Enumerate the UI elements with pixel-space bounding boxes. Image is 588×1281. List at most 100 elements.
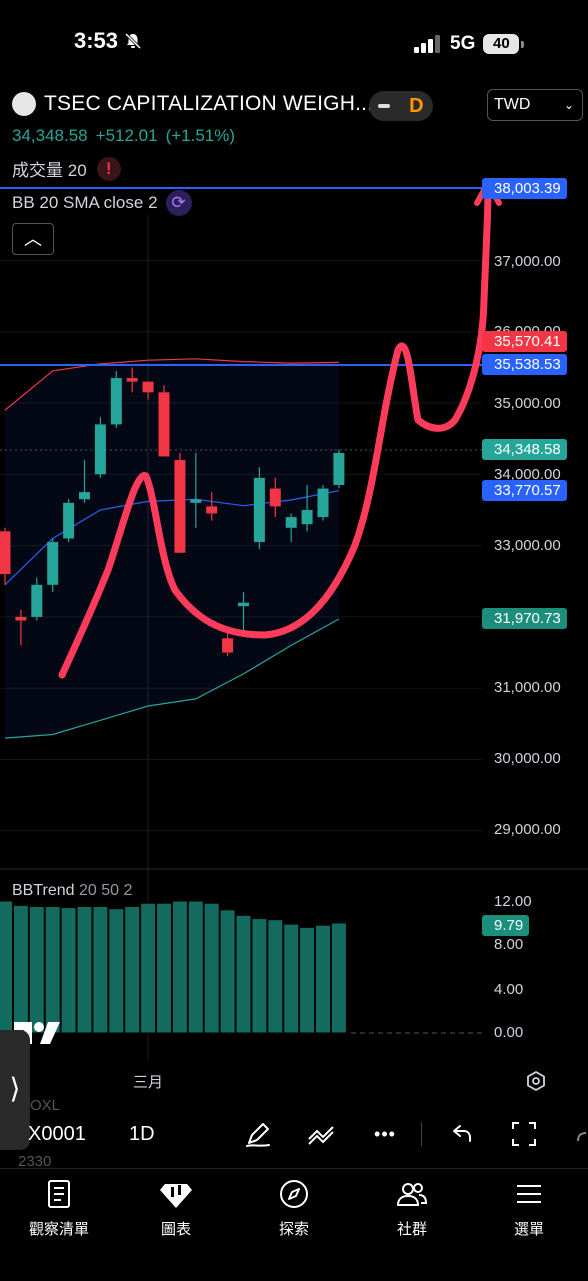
bb-basis-line (4, 490, 340, 586)
toolbar-divider (421, 1122, 422, 1146)
price-axis-tick: 34,000.00 (494, 466, 561, 483)
price-axis-tick: 37,000.00 (494, 253, 561, 270)
candle-body (0, 531, 11, 575)
last-price: 34,348.58 (12, 126, 88, 145)
candles (0, 367, 345, 657)
candle-body (47, 542, 59, 585)
bbtrend-bar (0, 900, 13, 1034)
pencil-icon[interactable] (243, 1119, 273, 1149)
mute-bell-icon (125, 32, 142, 50)
symbol-header[interactable]: TSEC CAPITALIZATION WEIGH... (12, 92, 373, 116)
price-change-pct: (+1.51%) (165, 126, 236, 145)
candle-body (126, 378, 138, 382)
partial-next-icon[interactable] (572, 1119, 588, 1149)
bb-fill (5, 358, 339, 739)
signal-icon (414, 35, 440, 53)
osc-axis-tick: 0.00 (494, 1024, 524, 1041)
candle-body (190, 499, 202, 503)
bbtrend-bar (299, 926, 316, 1034)
minus-icon (378, 104, 391, 108)
trend-line-icon[interactable] (306, 1119, 336, 1149)
bbtrend-bar (283, 923, 300, 1034)
bbtrend-params: 20 50 2 (79, 882, 133, 899)
fullscreen-icon[interactable] (509, 1119, 539, 1149)
volume-param: 20 (67, 161, 87, 180)
sync-icon[interactable]: ⟳ (165, 190, 192, 216)
status-indicators: 5G 40 (414, 32, 525, 56)
bbtrend-bar (171, 900, 188, 1034)
settings-hex-icon[interactable] (525, 1070, 547, 1092)
bbtrend-histogram (0, 900, 482, 1034)
candle-body (63, 502, 75, 539)
undo-icon[interactable] (446, 1119, 476, 1149)
side-panel-toggle[interactable]: ⟩ (0, 1030, 30, 1150)
candle-body (142, 381, 154, 393)
bbtrend-bar (60, 907, 77, 1034)
bbtrend-bar (92, 906, 109, 1034)
month-label: 三月 (133, 1074, 164, 1091)
price-axis-tick: 31,000.00 (494, 679, 561, 696)
battery-icon: 40 (483, 34, 525, 54)
nav-chart[interactable]: 圖表 (126, 1178, 226, 1239)
volume-indicator[interactable]: 成交量 20 ! (12, 156, 121, 181)
symbol-title[interactable]: TSEC CAPITALIZATION WEIGH... (44, 92, 374, 115)
toolbar-interval[interactable]: 1D (129, 1123, 155, 1145)
tag-line-mid: 35,538.53 (482, 354, 567, 375)
chevron-down-icon: ⌄ (563, 98, 574, 112)
osc-axis-tick: 4.00 (494, 981, 524, 998)
chevron-right-icon: ⟩ (9, 1073, 21, 1104)
tag-bb-lower: 31,970.73 (482, 608, 567, 629)
price-axis-tick: 29,000.00 (494, 821, 561, 838)
chart-gem-icon (160, 1184, 192, 1208)
warning-icon[interactable]: ! (96, 156, 121, 181)
bbtrend-bar (203, 902, 220, 1034)
horizontal-lines (0, 187, 482, 366)
tag-last-price: 34,348.58 (482, 439, 567, 460)
watchlist-icon (48, 1180, 70, 1208)
bbtrend-bar (187, 900, 204, 1034)
compass-icon (280, 1180, 308, 1208)
collapse-indicators-button[interactable]: ︿ (12, 223, 54, 255)
bbtrend-bar (124, 906, 141, 1034)
bbtrend-bar (219, 909, 236, 1034)
bbtrend-indicator[interactable]: BBTrend 20 50 2 (12, 882, 132, 900)
nav-community[interactable]: 社群 (362, 1178, 462, 1239)
toolbar-symbol[interactable]: X0001 (28, 1123, 86, 1145)
bb-band-fill (5, 358, 339, 739)
currency-select[interactable]: TWD ⌄ (487, 89, 583, 121)
interval-pill[interactable]: D (369, 91, 433, 121)
chevron-up-icon: ︿ (24, 229, 42, 249)
bbtrend-bar (235, 914, 252, 1034)
candle-body (285, 517, 297, 528)
more-icon[interactable]: ••• (374, 1124, 396, 1144)
nav-menu[interactable]: 選單 (479, 1178, 579, 1239)
toolbar-ghost-symbol-below: 2330 (18, 1153, 52, 1170)
candle-body (238, 602, 249, 607)
candle-body (15, 616, 27, 621)
bb-lines (4, 358, 340, 739)
candle-body (158, 392, 170, 457)
bb-lower-line (4, 618, 340, 739)
nav-explore[interactable]: 探索 (244, 1178, 344, 1239)
bb-label: BB 20 SMA close 2 (12, 193, 158, 212)
nav-watchlist[interactable]: 觀察清單 (9, 1178, 109, 1239)
bbtrend-bar (251, 918, 268, 1034)
tag-osc-current: 9.79 (482, 915, 530, 936)
bbtrend-bar (140, 902, 157, 1034)
bb-indicator[interactable]: BB 20 SMA close 2 ⟳ (12, 190, 192, 216)
bbtrend-bar (330, 922, 347, 1034)
price-axis-tick: 35,000.00 (494, 395, 561, 412)
candle-body (206, 506, 218, 514)
bbtrend-bar (12, 904, 29, 1034)
toolbar-ghost-symbol-above: OXL (30, 1097, 61, 1114)
status-time: 3:53 (74, 28, 142, 54)
candle-body (31, 584, 43, 617)
price-axis-tick: 30,000.00 (494, 750, 561, 767)
candle-body (333, 452, 345, 485)
network-type: 5G (450, 33, 476, 54)
candle-body (174, 460, 186, 553)
candle-body (253, 477, 265, 543)
candle-body (94, 424, 106, 475)
candle-body (79, 492, 90, 500)
